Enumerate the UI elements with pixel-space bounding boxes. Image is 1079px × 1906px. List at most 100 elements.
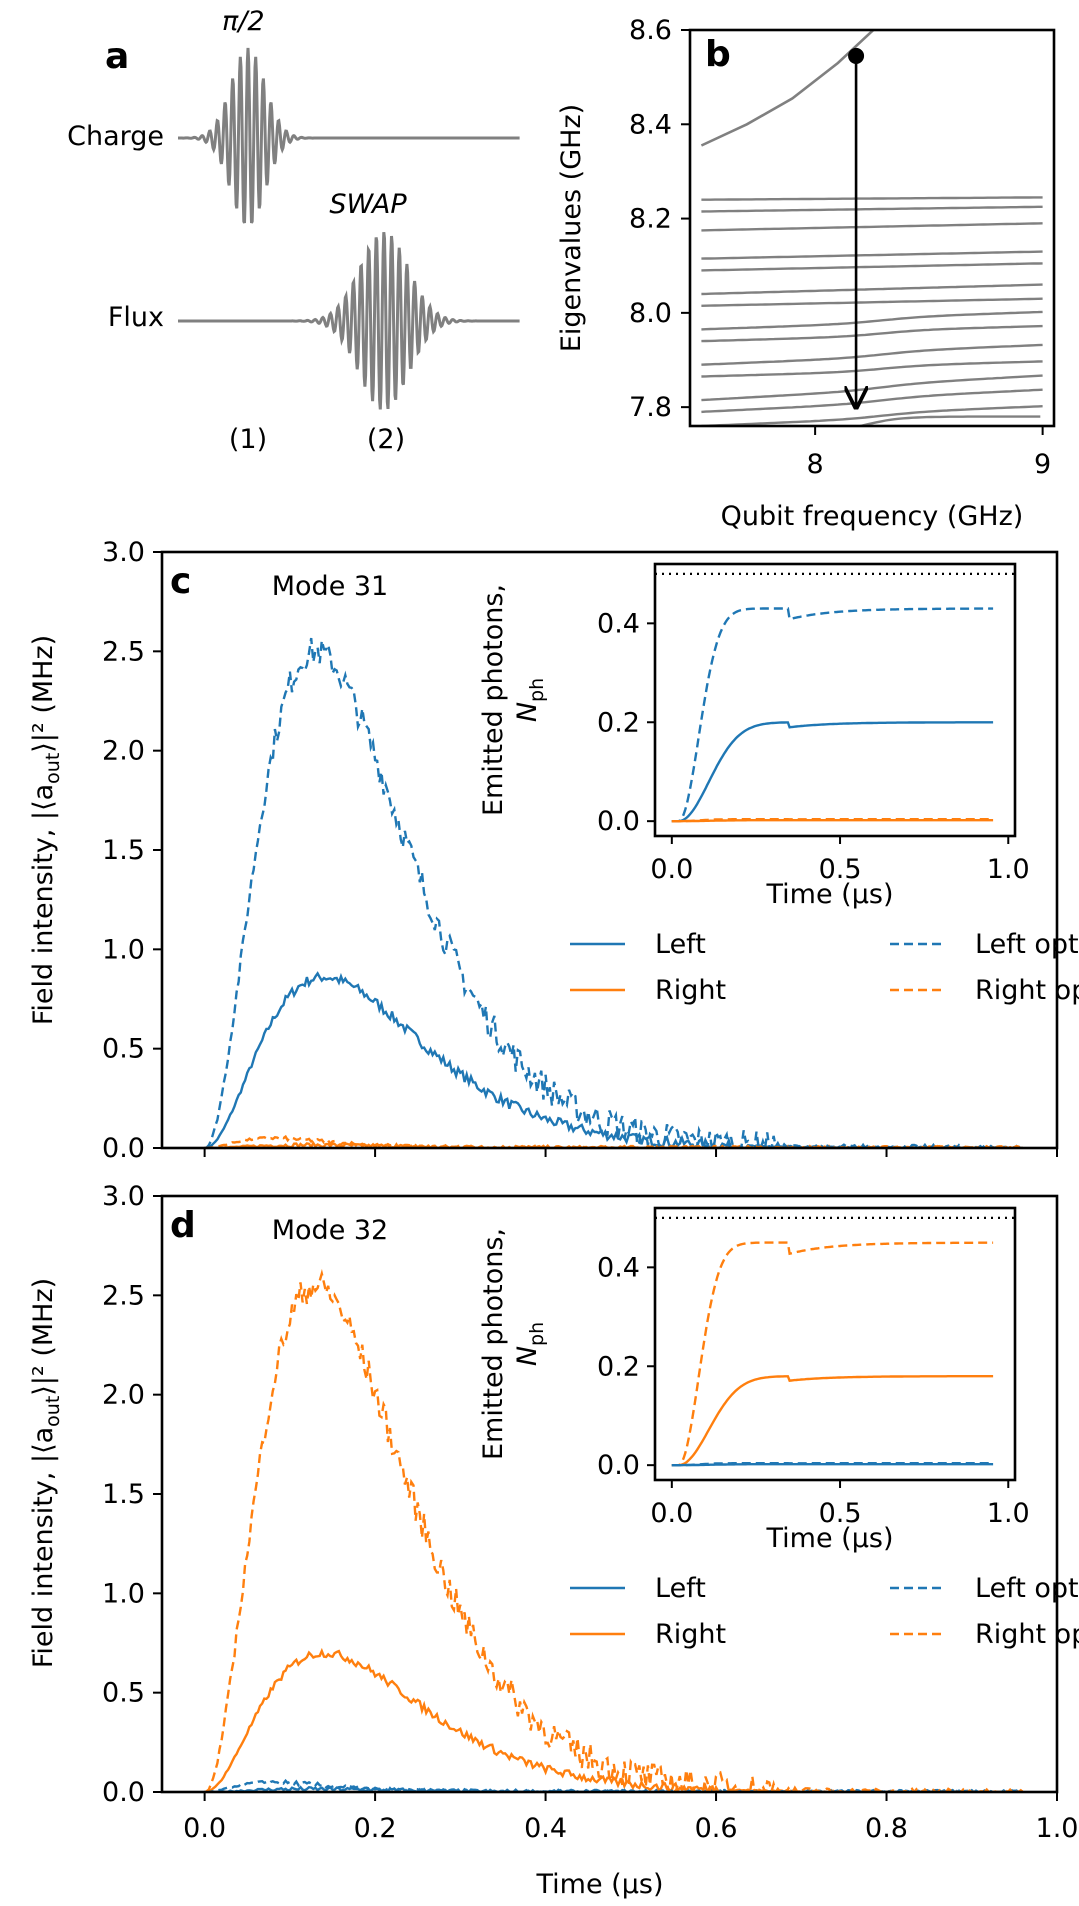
panel-d-legend-label-right: Right bbox=[655, 1619, 726, 1650]
panel-b-eigenvalue-plot: 7.8 8.0 8.2 8.4 8.6 8 9 b Qubit frequency (GHz… bbox=[556, 15, 1056, 532]
eigenvalue-mode-line-4 bbox=[701, 262, 1043, 272]
flux-label: Flux bbox=[108, 302, 164, 333]
panel-b-ytick-label: 8.0 bbox=[629, 298, 672, 329]
panel-b-ytick-label: 8.4 bbox=[629, 109, 672, 140]
charge-pulse-waveform bbox=[178, 47, 520, 224]
panel-c-inset-frame bbox=[653, 562, 1017, 838]
panel-c-mode-31: 0.0 0.5 1.0 1.5 2.0 2.5 3.0 c Mode 31 Field in… bbox=[28, 537, 1079, 1164]
panel-c-legend-label-left: Left bbox=[655, 929, 706, 960]
panel-c-inset-xtick-label: 0.0 bbox=[650, 854, 693, 885]
panel-c-inset-ticks: 0.0 0.2 0.4 0.0 0.5 1.0 bbox=[597, 608, 1030, 885]
panel-d-letter: d bbox=[170, 1205, 196, 1246]
panel-c-inset-ytick-label: 0.0 bbox=[597, 806, 640, 837]
panel-b-letter: b bbox=[705, 34, 731, 75]
panel-b-xtick-label: 8 bbox=[807, 449, 824, 480]
eigenvalue-lowest-branch bbox=[855, 415, 1041, 426]
step-2-label: (2) bbox=[367, 424, 405, 455]
panel-c-inset-xtick-label: 0.5 bbox=[819, 854, 862, 885]
panel-b-ylabel: Eigenvalues (GHz) bbox=[556, 104, 587, 352]
eigenvalue-mode-line-2 bbox=[701, 222, 1043, 232]
panel-c-legend: Left Right Left opt Right opt bbox=[570, 929, 1079, 1006]
panel-c-inset-xtick-label: 1.0 bbox=[987, 854, 1030, 885]
panel-d-ytick-label: 0.0 bbox=[102, 1777, 145, 1808]
panel-d-ytick-label: 1.5 bbox=[102, 1479, 145, 1510]
panel-d-inset-xtick-label: 0.5 bbox=[819, 1498, 862, 1529]
panel-b-xtick-label: 9 bbox=[1034, 449, 1051, 480]
panel-c-inset-ylabel-line1: Emitted photons, bbox=[478, 584, 509, 816]
panel-c-inset-series-left-opt bbox=[671, 607, 994, 823]
pi-half-label: π/2 bbox=[222, 6, 265, 37]
panel-d-inset-series-right-opt bbox=[671, 1241, 994, 1467]
panel-c-ticks: 0.0 0.5 1.0 1.5 2.0 2.5 3.0 bbox=[102, 537, 1058, 1164]
panel-c-ytick-label: 2.0 bbox=[102, 736, 145, 767]
panel-c-inset-ytick-label: 0.2 bbox=[597, 707, 640, 738]
panel-c-series-left-opt bbox=[204, 637, 1024, 1148]
eigenvalue-mode-line-8 bbox=[701, 324, 1043, 343]
panel-c-inset: 0.0 0.2 0.4 0.0 0.5 1.0 Time (μs) Emitted pho… bbox=[478, 562, 1030, 910]
panel-b-ytick-label: 8.2 bbox=[629, 204, 672, 235]
panel-c-ytick-label: 0.0 bbox=[102, 1133, 145, 1164]
panel-c-legend-label-right-opt: Right opt bbox=[975, 975, 1079, 1006]
panel-d-legend-label-left-opt: Left opt bbox=[975, 1573, 1079, 1604]
panel-d-legend-label-right-opt: Right opt bbox=[975, 1619, 1079, 1650]
panel-d-legend-label-left: Left bbox=[655, 1573, 706, 1604]
panel-c-inset-series-right-opt bbox=[671, 818, 994, 823]
eigenvalue-mode-line-11 bbox=[701, 374, 1043, 402]
panel-b-xlabel: Qubit frequency (GHz) bbox=[721, 501, 1024, 532]
panel-b-marks bbox=[848, 47, 865, 407]
panel-d-inset-series-right bbox=[671, 1375, 994, 1467]
panel-c-ytick-label: 1.0 bbox=[102, 934, 145, 965]
panel-d-inset-ytick-label: 0.4 bbox=[597, 1252, 640, 1283]
panel-d-inset-ticks: 0.0 0.2 0.4 0.0 0.5 1.0 bbox=[597, 1252, 1030, 1529]
panel-d-inset-xtick-label: 0.0 bbox=[650, 1498, 693, 1529]
panel-d-ytick-label: 1.0 bbox=[102, 1578, 145, 1609]
panel-c-ytick-label: 3.0 bbox=[102, 537, 145, 568]
panel-d-ytick-label: 2.5 bbox=[102, 1280, 145, 1311]
panel-b-ticks: 7.8 8.0 8.2 8.4 8.6 8 9 bbox=[629, 15, 1051, 480]
panel-d-title: Mode 32 bbox=[272, 1215, 389, 1246]
panel-d-ytick-label: 2.0 bbox=[102, 1380, 145, 1411]
panel-d-inset-ytick-label: 0.0 bbox=[597, 1450, 640, 1481]
panel-c-series-left bbox=[204, 971, 1023, 1148]
charge-label: Charge bbox=[67, 121, 164, 152]
initial-state-marker bbox=[848, 47, 865, 64]
panel-c-series-right-opt bbox=[204, 1134, 1024, 1148]
eigenvalue-curves bbox=[700, 30, 1043, 426]
panel-b-axes-frame bbox=[688, 28, 1056, 428]
panel-d-legend: Left Right Left opt Right opt bbox=[570, 1573, 1079, 1650]
panel-d-inset-frame bbox=[653, 1206, 1017, 1482]
swap-label: SWAP bbox=[329, 189, 407, 220]
eigenvalue-mode-line-13 bbox=[701, 405, 1043, 426]
panel-d-xtick-label: 1.0 bbox=[1036, 1813, 1079, 1844]
panel-d-inset-series-left-opt bbox=[671, 1462, 994, 1467]
panel-d-inset: 0.0 0.2 0.4 0.0 0.5 1.0 Time (μs) Emitted pho… bbox=[478, 1206, 1030, 1554]
panel-d-ticks: 0.0 0.5 1.0 1.5 2.0 2.5 3.0 0.0 0.2 0.4 0.6 0.8 1.0 bbox=[102, 1181, 1078, 1844]
panel-d-ytick-label: 3.0 bbox=[102, 1181, 145, 1212]
panel-c-inset-ytick-label: 0.4 bbox=[597, 608, 640, 639]
panel-c-ytick-label: 0.5 bbox=[102, 1034, 145, 1065]
panel-d-ytick-label: 0.5 bbox=[102, 1678, 145, 1709]
panel-b-ytick-label: 8.6 bbox=[629, 15, 672, 46]
panel-b-ytick-label: 7.8 bbox=[629, 392, 672, 423]
panel-c-letter: c bbox=[170, 561, 191, 602]
panel-d-ylabel: Field intensity, |⟨aout⟩|² (MHz) bbox=[28, 1278, 64, 1668]
panel-d-inset-ytick-label: 0.2 bbox=[597, 1351, 640, 1382]
step-1-label: (1) bbox=[229, 424, 267, 455]
panel-c-title: Mode 31 bbox=[272, 571, 389, 602]
panel-d-inset-xlabel: Time (μs) bbox=[766, 1523, 894, 1554]
panel-c-inset-curves bbox=[655, 572, 1015, 823]
panel-d-xtick-label: 0.0 bbox=[183, 1813, 226, 1844]
eigenvalue-mode-line-1 bbox=[701, 205, 1043, 213]
eigenvalue-mode-line-0 bbox=[701, 196, 1043, 201]
panel-a: a π/2 Charge Flux SWAP (1) (2) bbox=[67, 6, 520, 455]
panel-c-inset-xlabel: Time (μs) bbox=[766, 879, 894, 910]
panel-c-inset-ylabel-line2: Nph bbox=[512, 678, 548, 722]
panel-d-series-left bbox=[204, 1785, 1023, 1792]
panel-d-inset-ylabel-line2: Nph bbox=[512, 1322, 548, 1366]
panel-d-inset-ylabel-line1: Emitted photons, bbox=[478, 1228, 509, 1460]
panel-c-legend-label-right: Right bbox=[655, 975, 726, 1006]
eigenvalue-mode-line-3 bbox=[701, 250, 1043, 260]
panel-d-xlabel: Time (μs) bbox=[536, 1869, 664, 1900]
eigenvalue-mode-line-10 bbox=[701, 360, 1043, 378]
